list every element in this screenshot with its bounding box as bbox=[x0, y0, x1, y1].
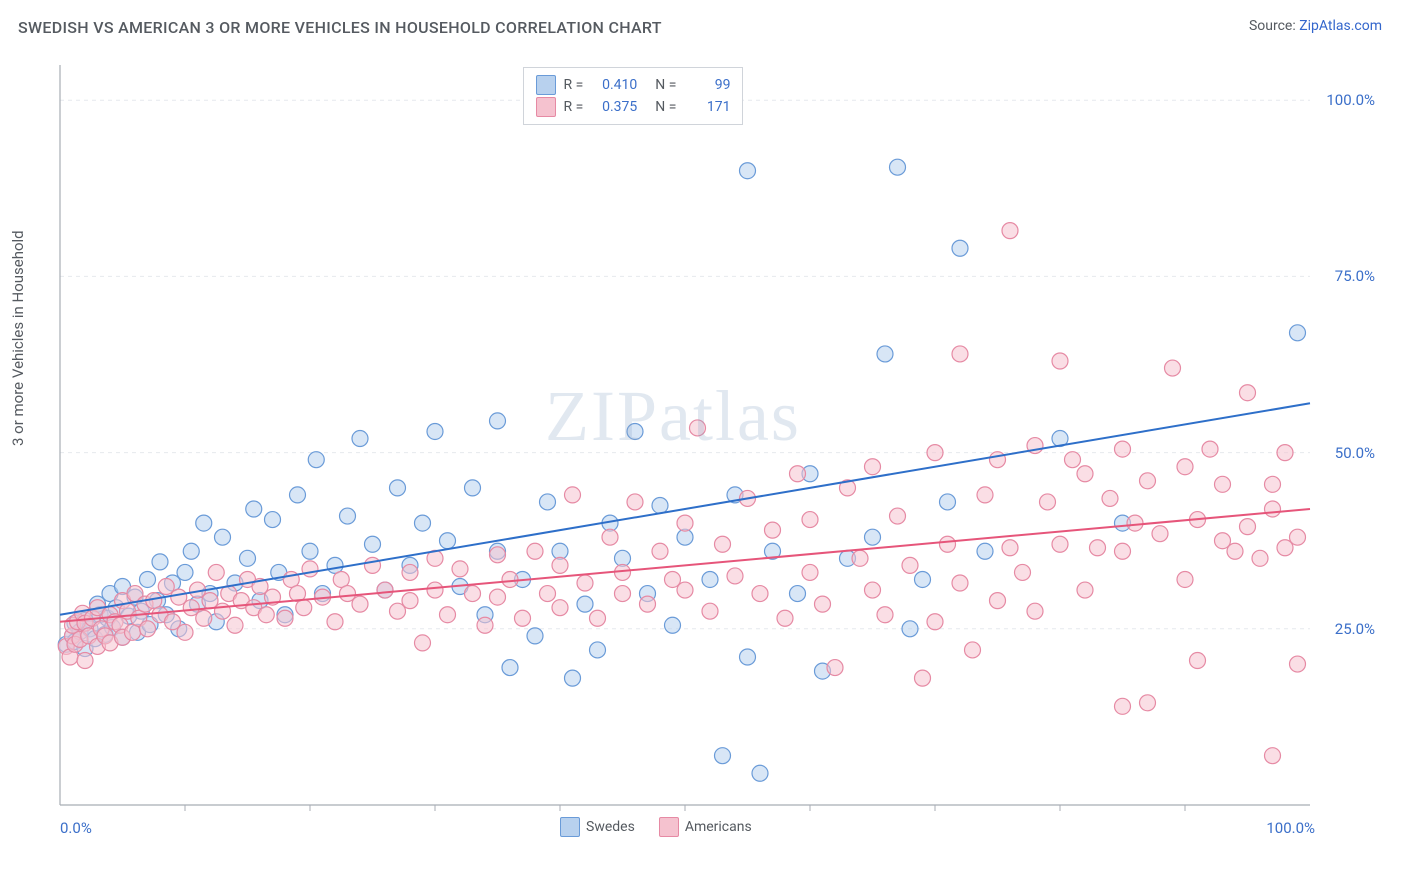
legend-top-row: R = 0.375 N = 171 bbox=[536, 96, 731, 118]
chart-title: SWEDISH VS AMERICAN 3 OR MORE VEHICLES I… bbox=[18, 18, 662, 37]
y-tick-label: 75.0% bbox=[1335, 267, 1375, 285]
legend-bottom-item: Swedes bbox=[560, 817, 635, 837]
legend-n-label: N = bbox=[655, 74, 676, 96]
chart-svg bbox=[55, 55, 1385, 845]
legend-top-row: R = 0.410 N = 99 bbox=[536, 74, 731, 96]
y-tick-label: 50.0% bbox=[1335, 444, 1375, 462]
legend-n-value: 99 bbox=[684, 74, 730, 96]
legend-r-value: 0.410 bbox=[591, 74, 637, 96]
x-tick-left: 0.0% bbox=[60, 819, 92, 837]
source-attribution: Source: ZipAtlas.com bbox=[1249, 18, 1382, 34]
y-axis-label: 3 or more Vehicles in Household bbox=[9, 230, 27, 446]
legend-series-name: Swedes bbox=[586, 819, 635, 835]
legend-r-label: R = bbox=[564, 74, 584, 96]
legend-top: R = 0.410 N = 99 R = 0.375 N = 171 bbox=[523, 67, 744, 125]
legend-n-value: 171 bbox=[684, 96, 730, 118]
legend-swatch bbox=[659, 817, 679, 837]
source-link[interactable]: ZipAtlas.com bbox=[1299, 18, 1382, 34]
plot-area: 25.0%50.0%75.0%100.0% ZIPatlas R =0.410 … bbox=[55, 55, 1385, 845]
legend-series-name: Americans bbox=[685, 819, 752, 835]
legend-swatch bbox=[560, 817, 580, 837]
legend-bottom: Swedes Americans bbox=[560, 817, 752, 837]
y-tick-label: 100.0% bbox=[1326, 91, 1375, 109]
source-prefix: Source: bbox=[1249, 18, 1299, 34]
legend-n-label: N = bbox=[655, 96, 676, 118]
legend-swatch bbox=[536, 75, 556, 95]
x-tick-right: 100.0% bbox=[1266, 819, 1315, 837]
legend-bottom-item: Americans bbox=[659, 817, 752, 837]
legend-swatch bbox=[536, 97, 556, 117]
legend-r-value: 0.375 bbox=[591, 96, 637, 118]
legend-r-label: R = bbox=[564, 96, 584, 118]
y-tick-label: 25.0% bbox=[1335, 620, 1375, 638]
chart-container: SWEDISH VS AMERICAN 3 OR MORE VEHICLES I… bbox=[0, 0, 1406, 892]
